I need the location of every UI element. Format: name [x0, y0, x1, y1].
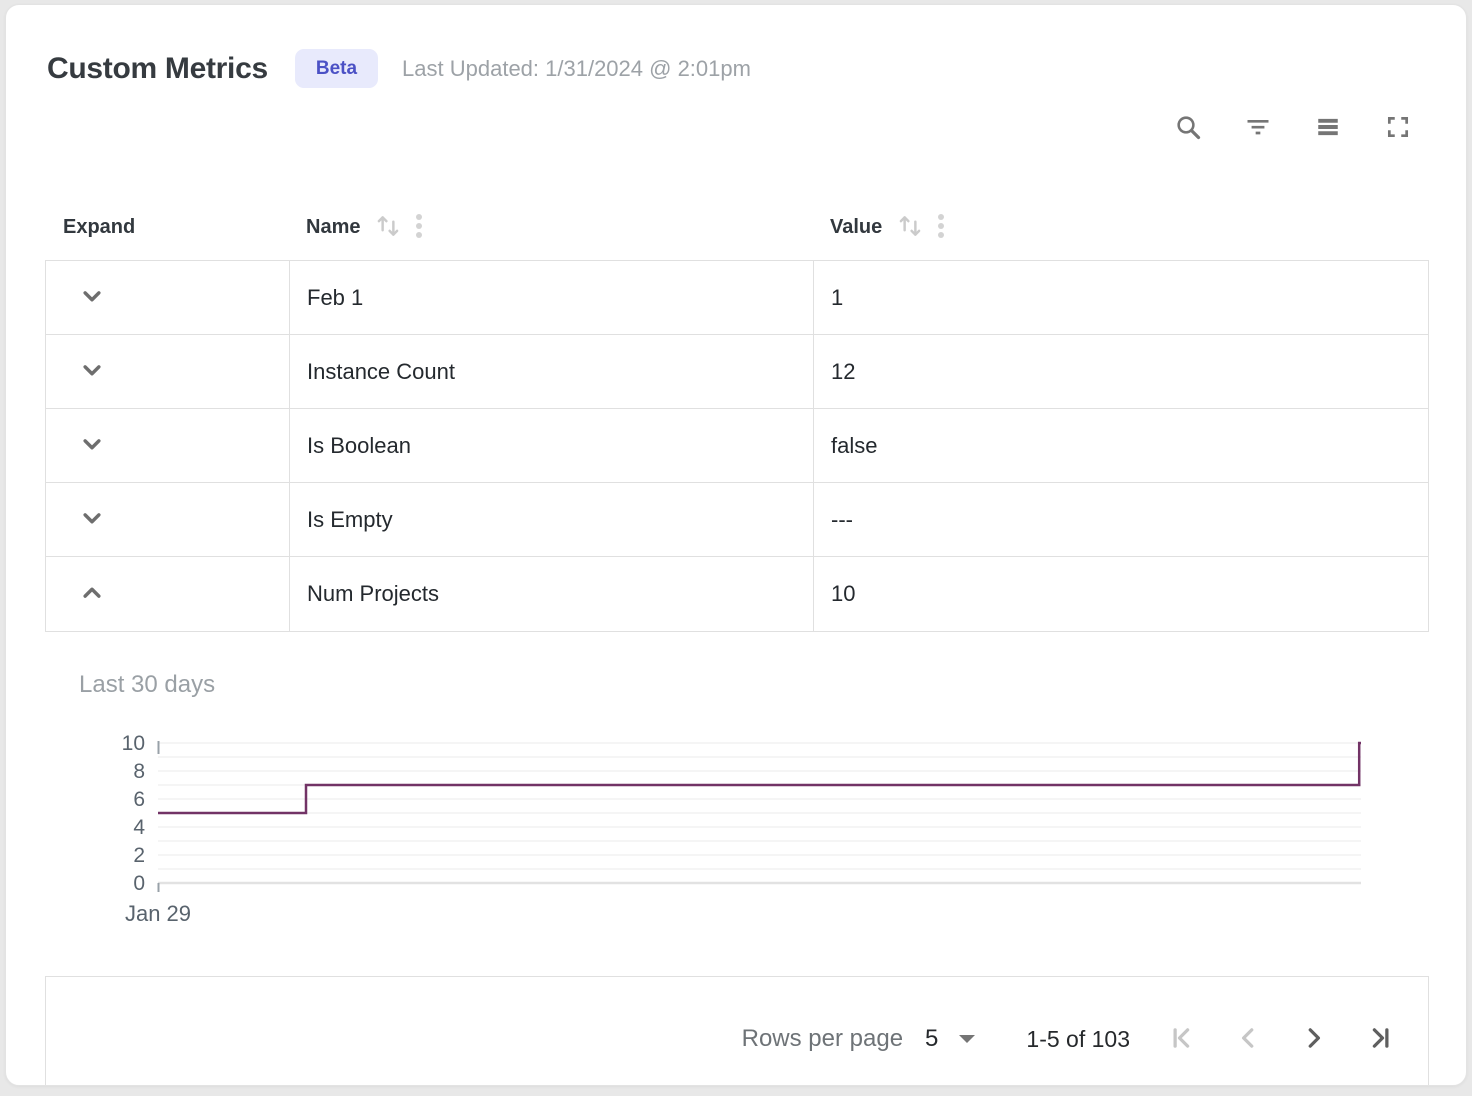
table-body: Feb 1 1 Instance Count 12 — [45, 260, 1429, 632]
rows-per-page-select[interactable]: 5 — [925, 1025, 978, 1053]
column-header-value[interactable]: Value — [813, 211, 1429, 244]
chevron-right-icon — [1299, 1023, 1329, 1056]
expand-chevron-icon — [77, 281, 107, 314]
expand-row-button[interactable] — [74, 428, 110, 464]
y-tick-label: 2 — [133, 844, 145, 867]
filter-button[interactable] — [1238, 108, 1278, 148]
expand-cell — [46, 483, 290, 556]
chart-title: Last 30 days — [79, 671, 216, 698]
last-page-icon — [1365, 1023, 1395, 1056]
expand-row-button[interactable] — [74, 280, 110, 316]
expand-cell — [46, 261, 290, 334]
beta-badge: Beta — [294, 49, 379, 88]
fullscreen-button[interactable] — [1378, 108, 1418, 148]
previous-page-button[interactable] — [1228, 1019, 1268, 1059]
row-value-cell: 10 — [831, 581, 856, 606]
table-toolbar — [6, 108, 1418, 148]
pagination-buttons — [1162, 1019, 1400, 1059]
column-label: Value — [830, 215, 883, 238]
first-page-icon — [1167, 1023, 1197, 1056]
table-row: Num Projects 10 — [46, 557, 1428, 631]
row-name-cell: Feb 1 — [290, 261, 814, 334]
filter-icon — [1244, 113, 1272, 144]
row-name-cell: Is Boolean — [290, 409, 814, 482]
expand-chevron-icon — [77, 355, 107, 388]
y-tick-label: 8 — [133, 760, 145, 783]
density-icon — [1315, 114, 1341, 143]
sort-arrows-icon — [373, 211, 403, 244]
first-page-button[interactable] — [1162, 1019, 1202, 1059]
caret-down-icon — [956, 1033, 978, 1045]
row-name-cell: Instance Count — [290, 335, 814, 408]
rows-per-page-label: Rows per page — [741, 1025, 904, 1052]
y-tick-label: 4 — [133, 816, 145, 839]
y-tick-label: 10 — [122, 732, 145, 755]
expand-cell — [46, 409, 290, 482]
table-row: Feb 1 1 — [46, 261, 1428, 335]
row-value-cell: 12 — [831, 358, 856, 384]
sort-name-button[interactable] — [373, 211, 403, 244]
expand-row-button[interactable] — [74, 576, 110, 612]
column-header-name[interactable]: Name — [289, 211, 813, 244]
expanded-chart-section: Last 30 days 0 2 4 6 8 10 Jan 29 — [45, 670, 1429, 927]
row-name-cell: Num Projects — [290, 557, 814, 631]
table-row: Is Boolean false — [46, 409, 1428, 483]
column-header-expand: Expand — [45, 216, 289, 239]
column-label: Expand — [63, 215, 136, 238]
expand-chevron-icon — [77, 503, 107, 536]
chevron-left-icon — [1233, 1023, 1263, 1056]
row-value-cell: --- — [831, 506, 853, 532]
page-title: Custom Metrics — [47, 51, 268, 85]
density-button[interactable] — [1308, 108, 1348, 148]
table-row: Instance Count 12 — [46, 335, 1428, 409]
row-name-cell: Is Empty — [290, 483, 814, 556]
name-column-menu-button[interactable] — [414, 211, 424, 244]
last-updated-text: Last Updated: 1/31/2024 @ 2:01pm — [402, 55, 751, 81]
expand-chevron-icon — [77, 578, 107, 611]
kebab-menu-icon — [414, 211, 424, 244]
expand-row-button[interactable] — [74, 354, 110, 390]
column-label: Name — [306, 215, 361, 238]
sort-value-button[interactable] — [895, 211, 925, 244]
last-page-button[interactable] — [1360, 1019, 1400, 1059]
row-value-cell: 1 — [831, 284, 844, 310]
y-tick-label: 0 — [133, 872, 145, 895]
expand-chevron-icon — [77, 429, 107, 462]
expand-cell — [46, 557, 290, 631]
search-button[interactable] — [1168, 108, 1208, 148]
table-row: Is Empty --- — [46, 483, 1428, 557]
pagination-range-label: 1-5 of 103 — [1026, 1025, 1130, 1052]
row-value-cell: false — [831, 432, 878, 458]
y-tick-label: 6 — [133, 788, 145, 811]
search-icon — [1174, 113, 1202, 144]
metric-step-chart: 0 2 4 6 8 10 Jan 29 — [122, 732, 1361, 926]
header: Custom Metrics Beta Last Updated: 1/31/2… — [47, 49, 1466, 88]
custom-metrics-card: Custom Metrics Beta Last Updated: 1/31/2… — [5, 4, 1467, 1086]
table-header-row: Expand Name Value — [45, 194, 1429, 260]
next-page-button[interactable] — [1294, 1019, 1334, 1059]
expand-row-button[interactable] — [74, 502, 110, 538]
value-column-menu-button[interactable] — [936, 211, 946, 244]
table-footer: Rows per page 5 1-5 of 103 — [45, 976, 1429, 1085]
x-tick-label: Jan 29 — [125, 901, 191, 926]
sort-arrows-icon — [895, 211, 925, 244]
fullscreen-icon — [1385, 114, 1411, 143]
rows-per-page-value: 5 — [925, 1025, 939, 1052]
kebab-menu-icon — [936, 211, 946, 244]
expand-cell — [46, 335, 290, 408]
metric-line-series — [158, 741, 1361, 815]
